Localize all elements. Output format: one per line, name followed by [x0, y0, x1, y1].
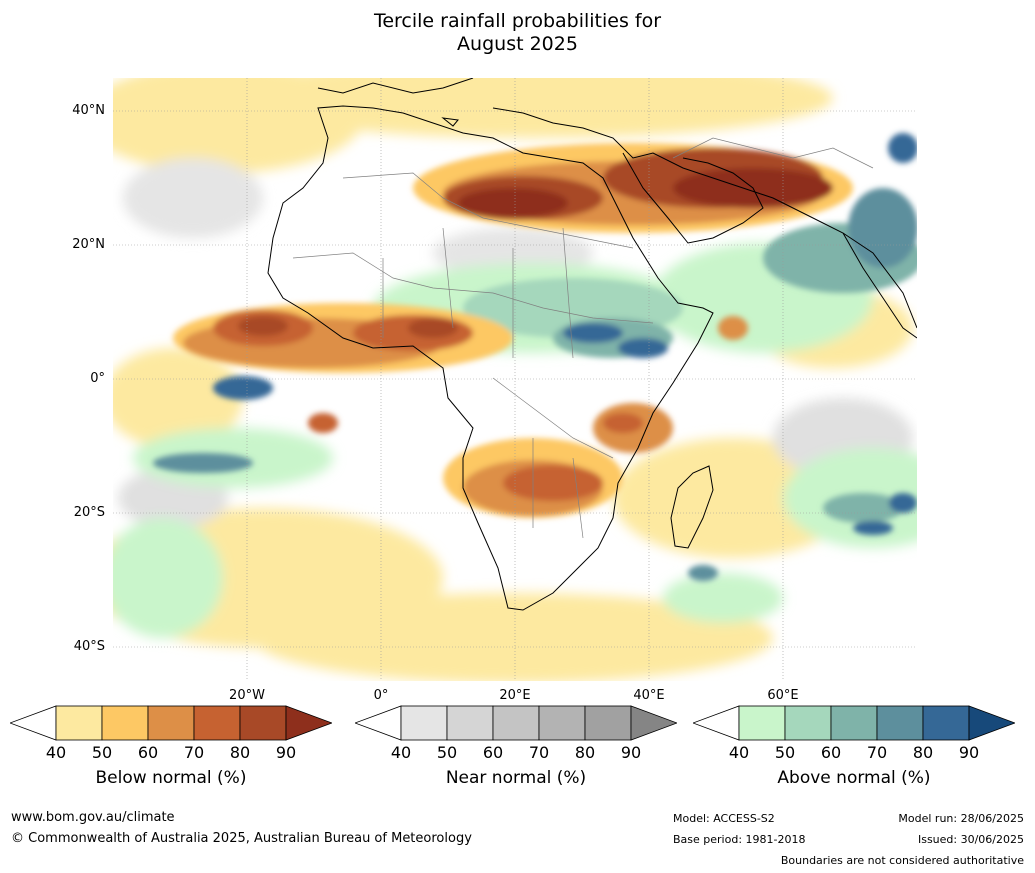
lon-label-40e: 40°E [633, 688, 665, 703]
colorbar-above-tick: 40 [728, 743, 750, 762]
lat-label-0: 0° [90, 371, 105, 386]
colorbar-above-box [876, 705, 924, 741]
colorbar-near-high-triangle [630, 705, 677, 741]
footer-website: www.bom.gov.au/climate [11, 810, 175, 825]
colorbar-below-box [193, 705, 241, 741]
country-borders [292, 137, 874, 539]
colorbar-above-box [738, 705, 786, 741]
colorbar-near-box [400, 705, 448, 741]
footer-model: Model: ACCESS-S2 [673, 812, 775, 825]
colorbar-above-box [922, 705, 970, 741]
lon-label-0: 0° [373, 688, 389, 703]
footer-issued: Issued: 30/06/2025 [917, 833, 1024, 846]
colorbar-below-high-triangle [285, 705, 332, 741]
map-title-line-2: August 2025 [457, 33, 578, 55]
colorbar-below-box [55, 705, 103, 741]
colorbar-above-tick: 60 [820, 743, 842, 762]
colorbar-near-box [446, 705, 494, 741]
lat-label-40s: 40°S [73, 639, 105, 654]
rainfall-probability-map [113, 78, 917, 681]
colorbar-above-tick: 80 [912, 743, 934, 762]
lon-label-60e: 60°E [767, 688, 799, 703]
colorbar-above-low-triangle [693, 705, 740, 741]
colorbar-below-tick: 50 [91, 743, 113, 762]
colorbar-below-box [147, 705, 195, 741]
footer-model-run: Model run: 28/06/2025 [898, 812, 1024, 825]
lat-label-20s: 20°S [73, 505, 105, 520]
colorbar-near-tick: 80 [574, 743, 596, 762]
colorbar-near-box [492, 705, 540, 741]
colorbar-above-high-triangle [968, 705, 1015, 741]
footer-disclaimer: Boundaries are not considered authoritat… [780, 854, 1024, 867]
lat-label-40n: 40°N [72, 103, 105, 118]
colorbar-above-tick: 50 [774, 743, 796, 762]
colorbar-below-low-triangle [10, 705, 57, 741]
colorbar-near-tick: 40 [390, 743, 412, 762]
colorbar-above-box [784, 705, 832, 741]
colorbar-above-normal [693, 705, 1015, 741]
colorbar-near-box [584, 705, 632, 741]
colorbar-below-tick: 60 [137, 743, 159, 762]
colorbar-near-low-triangle [355, 705, 402, 741]
footer-copyright: © Commonwealth of Australia 2025, Austra… [11, 831, 472, 846]
colorbar-title-above: Above normal (%) [777, 768, 931, 788]
colorbar-near-tick: 60 [482, 743, 504, 762]
colorbar-near-tick: 50 [436, 743, 458, 762]
colorbar-near-tick: 90 [620, 743, 642, 762]
colorbar-title-below: Below normal (%) [95, 768, 247, 788]
coastlines [267, 78, 917, 611]
colorbar-title-near: Near normal (%) [445, 768, 587, 788]
lon-label-20e: 20°E [499, 688, 531, 703]
colorbar-below-tick: 70 [183, 743, 205, 762]
colorbar-below-box [239, 705, 287, 741]
colorbar-below-tick: 80 [229, 743, 251, 762]
graticule [113, 78, 917, 681]
colorbar-near-box [538, 705, 586, 741]
footer-base-period: Base period: 1981-2018 [673, 833, 806, 846]
colorbar-near-tick: 70 [528, 743, 550, 762]
colorbar-below-tick: 90 [275, 743, 297, 762]
colorbar-below-tick: 40 [45, 743, 67, 762]
map-title-line-1: Tercile rainfall probabilities for [373, 10, 662, 32]
colorbar-below-normal [10, 705, 332, 741]
colorbar-above-tick: 70 [866, 743, 888, 762]
lon-label-20w: 20°W [229, 688, 265, 703]
lat-label-20n: 20°N [72, 237, 105, 252]
colorbar-above-box [830, 705, 878, 741]
colorbar-near-normal [355, 705, 677, 741]
colorbar-above-tick: 90 [958, 743, 980, 762]
map-canvas [113, 78, 917, 681]
colorbar-below-box [101, 705, 149, 741]
